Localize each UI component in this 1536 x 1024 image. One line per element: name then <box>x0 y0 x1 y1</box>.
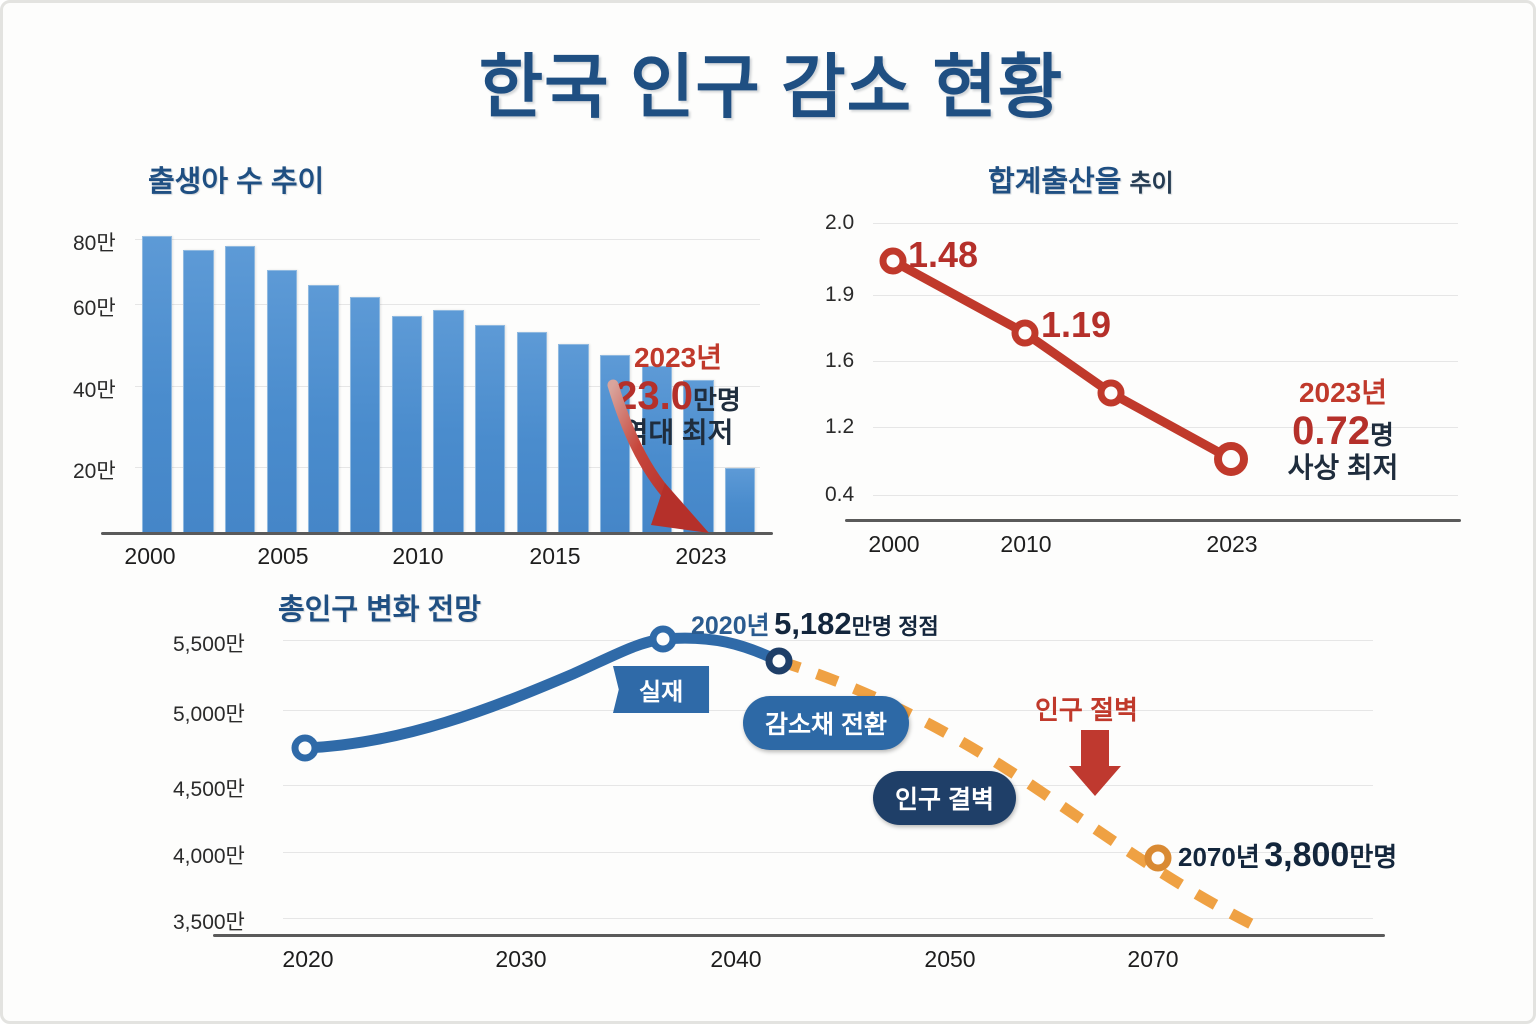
label-ribbon-actual: 실재 <box>613 666 710 713</box>
x-tick-pop-3: 2050 <box>924 946 976 972</box>
chart-title-fertility-main: 합계출산을 <box>988 166 1122 198</box>
y-tick-fert-1-9: 1.9 <box>825 283 855 306</box>
x-tick-fert-0: 2000 <box>868 531 920 557</box>
y-tick-pop-4000: 4,000만 <box>173 845 245 868</box>
peak-unit: 만명 정점 <box>851 614 939 639</box>
bar-births <box>558 343 589 533</box>
x-axis-births <box>101 532 773 535</box>
annotation-population-2070: 2070년 3,800만명 <box>1178 836 1397 875</box>
y-tick-pop-5500: 5,500만 <box>173 633 245 656</box>
point-label-fertility-1-value: 1.19 <box>1041 304 1112 345</box>
gridline <box>283 785 1373 786</box>
bar-births <box>683 379 714 533</box>
bar-births <box>225 245 256 533</box>
x-tick-births-1: 2005 <box>257 543 309 569</box>
bar-births <box>183 249 214 533</box>
bar-births <box>391 315 422 533</box>
y-tick-births-60: 60만 <box>73 297 116 320</box>
gridline <box>135 304 760 305</box>
bar-births <box>725 468 756 533</box>
annotation-fertility: 2023년 0.72명 사상 최저 <box>1228 377 1458 484</box>
x-tick-pop-4: 2070 <box>1127 946 1179 972</box>
chart-panel-fertility: 합계출산을 추이 2.0 1.9 1.6 1.2 0.4 1.48 1.19 <box>803 153 1463 563</box>
end-year: 2070년 <box>1178 842 1260 872</box>
line-series-fertility <box>879 247 1248 476</box>
x-tick-fert-1: 2010 <box>1000 531 1052 557</box>
annotation-births-year: 2023년 <box>633 342 723 373</box>
gridline <box>873 495 1458 496</box>
chart-title-births: 출생아 수 추이 <box>148 166 325 198</box>
bar-series-births <box>135 213 760 533</box>
x-tick-pop-1: 2030 <box>495 946 547 972</box>
peak-value: 5,182 <box>774 606 852 641</box>
y-tick-fert-0-4: 0.4 <box>825 483 855 506</box>
annotation-fertility-year: 2023년 <box>1298 377 1388 408</box>
annotation-births-number: 23.0 <box>615 373 693 418</box>
gridline <box>873 223 1458 224</box>
x-tick-births-3: 2015 <box>529 543 581 569</box>
x-tick-fert-2: 2023 <box>1206 531 1258 557</box>
chart-title-fertility: 합계출산을 추이 <box>988 158 1174 200</box>
label-population-cliff-red: 인구 절벽 <box>1035 695 1138 725</box>
annotation-fertility-value: 0.72명 <box>1228 409 1458 453</box>
chart-panel-births: 출생아 수 추이 80만 60만 40만 20만 2000 2005 2010 … <box>73 153 773 569</box>
annotation-population-peak: 2020년 5,182만명 정점 <box>691 606 939 642</box>
gridline <box>873 361 1458 362</box>
annotation-births-note: 역대 최저 <box>622 416 734 448</box>
y-tick-fert-1-2: 1.2 <box>825 415 855 438</box>
gridline <box>283 640 1373 641</box>
point-label-fertility-0-value: 1.48 <box>908 234 979 275</box>
y-tick-pop-5000: 5,000만 <box>173 703 245 726</box>
annotation-fertility-note: 사상 최저 <box>1287 451 1399 483</box>
annotation-fertility-number: 0.72 <box>1292 408 1370 453</box>
x-axis-population <box>213 934 1385 937</box>
annotation-births-unit: 만명 <box>693 384 741 415</box>
x-axis-fertility <box>845 519 1461 522</box>
y-tick-fert-2-0: 2.0 <box>825 211 855 234</box>
y-tick-fert-1-6: 1.6 <box>825 349 855 372</box>
gridline <box>135 239 760 240</box>
bar-births <box>266 270 297 533</box>
chart-title-population: 총인구 변화 전망 <box>278 594 481 626</box>
x-tick-pop-2: 2040 <box>710 946 762 972</box>
x-tick-births-0: 2000 <box>124 543 176 569</box>
point-label-fertility-0: 1.48 <box>908 235 978 275</box>
gridline <box>873 295 1458 296</box>
chart-panel-population: 총인구 변화 전망 5,500만 5,000만 4,500만 4,000만 3,… <box>173 578 1433 998</box>
x-tick-births-2: 2010 <box>392 543 444 569</box>
bar-births <box>475 324 506 533</box>
annotation-births-value: 23.0만명 <box>563 374 793 418</box>
line-series-population <box>291 625 1266 935</box>
y-tick-births-80: 80만 <box>73 232 116 255</box>
bar-births <box>308 285 339 533</box>
x-tick-pop-0: 2020 <box>282 946 334 972</box>
annotation-fertility-unit: 명 <box>1369 419 1394 450</box>
y-tick-pop-3500: 3,500만 <box>173 911 245 934</box>
end-unit: 만명 <box>1349 842 1398 872</box>
callout-decline-transition: 감소채 전환 <box>743 696 909 750</box>
y-tick-pop-4500: 4,500만 <box>173 778 245 801</box>
bar-births <box>141 236 172 533</box>
bar-births <box>433 309 464 533</box>
callout-population-cliff: 인구 결벽 <box>873 771 1016 825</box>
bar-births <box>516 332 547 533</box>
y-tick-births-40: 40만 <box>73 379 116 402</box>
gridline <box>283 852 1373 853</box>
y-tick-births-20: 20만 <box>73 460 116 483</box>
gridline <box>283 918 1373 919</box>
peak-year: 2020년 <box>691 612 770 640</box>
page-title: 한국 인구 감소 현황 <box>478 48 1064 126</box>
end-value: 3,800 <box>1264 836 1350 874</box>
annotation-births: 2023년 23.0만명 역대 최저 <box>563 342 793 449</box>
point-label-fertility-1: 1.19 <box>1041 305 1111 345</box>
bar-births <box>350 296 381 533</box>
chart-title-fertility-sub: 추이 <box>1129 170 1174 197</box>
x-tick-births-4: 2023 <box>675 543 727 569</box>
down-arrow-icon-births <box>607 379 709 533</box>
